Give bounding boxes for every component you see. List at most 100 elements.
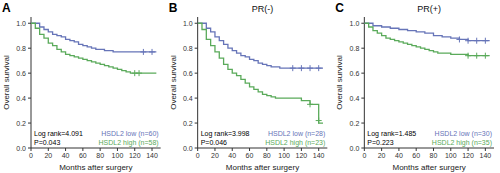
x-axis-label: Months after surgery [392,163,465,172]
censor-mark [307,101,313,107]
series-label: HSDL2 low (n=28) [268,130,325,138]
x-tick [416,148,417,151]
censor-mark [136,70,142,76]
y-tick [361,148,364,149]
x-tick [318,148,319,151]
x-axis-line [31,148,161,149]
stat-text: P=0.223 [367,139,393,146]
x-tick-label: 20 [211,152,219,159]
x-tick-label: 0 [196,152,200,159]
survival-curve [364,23,489,40]
y-tick [195,48,198,49]
x-tick-label: 140 [146,152,158,159]
title: PR(-) [252,4,274,14]
x-tick [433,148,434,151]
y-tick-label: 1.0 [350,20,360,27]
x-tick-label: 100 [278,152,290,159]
y-tick-label: 0.4 [350,95,360,102]
y-tick [361,123,364,124]
y-axis-label: Overall survival [169,55,178,110]
y-tick [195,148,198,149]
series-label: HSDL2 high (n=23) [265,139,325,147]
y-axis-line [31,17,32,148]
x-tick [301,148,302,151]
x-tick-label: 100 [445,152,457,159]
title: PR(+) [417,4,441,14]
censor-mark [149,49,155,55]
x-tick [450,148,451,151]
y-tick-label: 0.4 [183,95,193,102]
stat-text: Log rank=3.998 [201,130,250,138]
y-tick-label: 0.2 [16,120,26,127]
panel-label: C [335,1,344,15]
censor-mark [307,65,313,71]
y-tick-label: 1.0 [183,20,193,27]
x-tick-label: 60 [412,152,420,159]
x-tick-label: 140 [313,152,325,159]
x-axis-line [198,148,328,149]
survival-curve [31,23,156,52]
series-label: HSDL2 high (n=58) [99,139,159,147]
x-tick [266,148,267,151]
survival-curve [198,23,323,123]
censor-mark [316,65,322,71]
series-label: HSDL2 high (n=35) [432,139,492,147]
x-tick [214,148,215,151]
censor-mark [316,118,322,124]
y-tick-label: 0.8 [16,45,26,52]
censor-mark [298,65,304,71]
x-tick [398,148,399,151]
x-tick-label: 120 [129,152,141,159]
y-axis-label: Overall survival [335,55,344,110]
censor-mark [482,53,488,59]
stat-text: P=0.043 [34,139,60,146]
x-tick-label: 80 [263,152,271,159]
y-tick-label: 0.0 [350,145,360,152]
panel-label: B [169,1,178,15]
y-tick-label: 0.8 [350,45,360,52]
series-label: HSDL2 low (n=30) [435,130,492,138]
censor-mark [465,53,471,59]
x-tick-label: 60 [246,152,254,159]
x-tick-label: 60 [79,152,87,159]
y-tick [28,73,31,74]
y-tick [28,23,31,24]
x-tick-label: 120 [462,152,474,159]
x-tick-label: 100 [112,152,124,159]
panel: 0204060801001201400.00.20.40.60.81.0Mont… [169,1,328,172]
y-tick-label: 0.6 [183,70,193,77]
figure: 0 20 40 60 80 100 120 140 0.0 0.2 0.4 0.6 0.8 1.0 Mont… [0,0,500,173]
x-tick-label: 80 [430,152,438,159]
survival-curve [198,23,323,68]
y-tick [361,23,364,24]
y-tick-label: 0.2 [350,120,360,127]
y-tick [195,73,198,74]
y-tick [195,23,198,24]
x-tick [284,148,285,151]
x-axis-label: Months after surgery [226,163,299,172]
y-axis-label: Overall survival [2,55,11,110]
y-tick [361,98,364,99]
y-tick-label: 1.0 [16,20,26,27]
x-axis-label: Months after surgery [59,163,132,172]
x-tick-label: 40 [62,152,70,159]
censor-mark [465,38,471,44]
panel: 0204060801001201400.00.20.40.60.81.0Mont… [2,1,161,172]
x-tick-label: 20 [378,152,386,159]
y-tick [195,123,198,124]
x-tick [381,148,382,151]
y-tick-label: 0.0 [183,145,193,152]
stat-text: P=0.046 [201,139,227,146]
x-tick [232,148,233,151]
x-tick [117,148,118,151]
x-tick-label: 140 [480,152,492,159]
y-tick-label: 0.0 [16,145,26,152]
x-tick [65,148,66,151]
y-tick-label: 0.6 [16,70,26,77]
y-tick-label: 0.6 [350,70,360,77]
x-tick-label: 20 [44,152,52,159]
survival-curve [364,23,489,55]
plot-area [198,23,323,123]
censor-mark [456,36,462,42]
y-tick [361,48,364,49]
